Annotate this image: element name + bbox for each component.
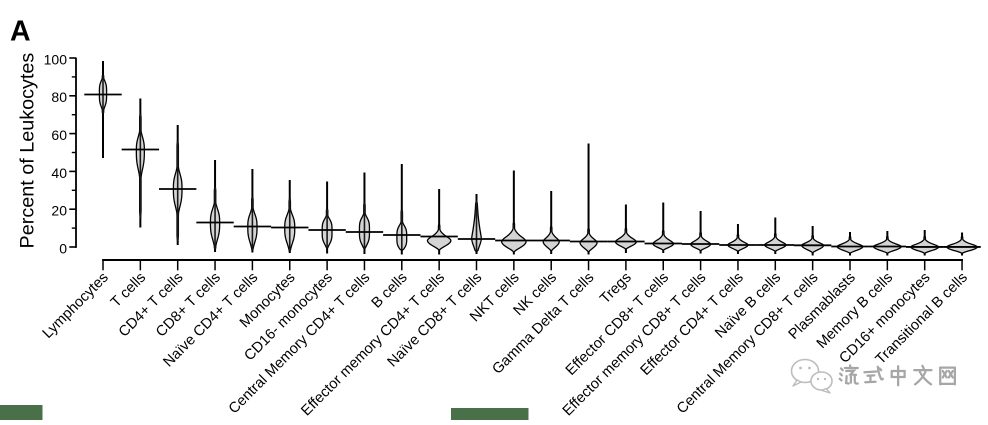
svg-text:40: 40 — [51, 165, 67, 181]
svg-text:100: 100 — [44, 51, 68, 67]
svg-text:0: 0 — [59, 240, 67, 256]
svg-text:A: A — [10, 16, 31, 48]
svg-text:20: 20 — [51, 203, 67, 219]
svg-text:80: 80 — [51, 89, 67, 105]
svg-text:Percent of Leukocytes: Percent of Leukocytes — [17, 53, 39, 249]
svg-text:60: 60 — [51, 127, 67, 143]
